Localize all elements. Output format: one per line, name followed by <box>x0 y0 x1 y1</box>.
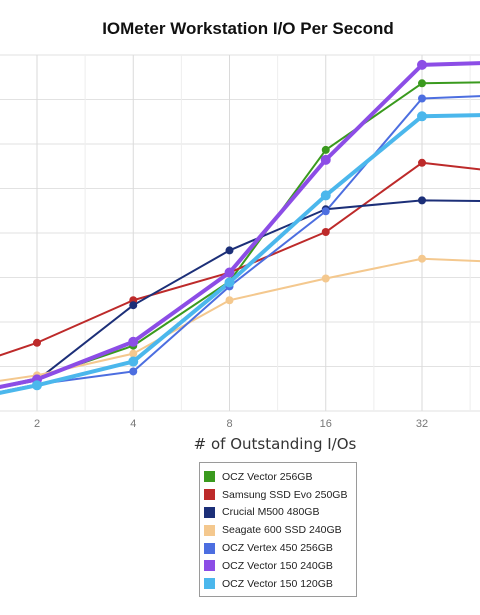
x-axis-tick-labels: 2 4 8 16 32 <box>34 418 428 430</box>
series-line <box>0 161 480 357</box>
data-point <box>418 94 426 103</box>
legend: OCZ Vector 256GB Samsung SSD Evo 250GB Cru… <box>199 462 357 597</box>
x-tick-label: 32 <box>416 418 428 430</box>
legend-item: Seagate 600 SSD 240GB <box>204 521 356 539</box>
data-point <box>129 301 138 310</box>
data-point <box>225 246 234 255</box>
legend-item: OCZ Vector 150 120GB <box>204 575 356 593</box>
series-line <box>0 61 480 390</box>
data-point <box>417 111 427 122</box>
legend-swatch <box>204 542 215 554</box>
x-axis-label: # of Outstanding I/Os <box>193 435 357 453</box>
data-point <box>418 158 426 167</box>
data-point <box>225 296 234 305</box>
data-point <box>321 145 330 154</box>
legend-swatch <box>204 524 215 536</box>
legend-item: Crucial M500 480GB <box>204 504 356 522</box>
data-point <box>418 196 426 205</box>
data-point <box>418 254 426 263</box>
legend-label: Seagate 600 SSD 240GB <box>222 524 342 537</box>
x-tick-label: 4 <box>130 418 136 430</box>
data-point <box>33 338 41 347</box>
series-points <box>32 59 427 391</box>
data-point <box>320 190 331 201</box>
data-point <box>417 59 427 70</box>
x-tick-label: 16 <box>320 418 332 430</box>
legend-swatch <box>204 578 215 590</box>
data-point <box>128 356 139 367</box>
data-point <box>321 207 330 216</box>
legend-swatch <box>204 506 215 518</box>
legend-label: OCZ Vertex 450 256GB <box>222 542 333 555</box>
data-point <box>321 228 330 237</box>
series-line <box>0 199 480 389</box>
legend-label: OCZ Vector 150 120GB <box>222 577 333 590</box>
data-point <box>320 154 331 165</box>
data-point <box>128 336 139 347</box>
data-point <box>224 277 235 288</box>
legend-label: Crucial M500 480GB <box>222 506 320 519</box>
data-point <box>418 79 426 88</box>
legend-item: OCZ Vector 150 240GB <box>204 557 356 575</box>
data-point <box>32 380 42 391</box>
grid-lines <box>0 54 480 412</box>
legend-item: Samsung SSD Evo 250GB <box>204 486 356 504</box>
chart-title: IOMeter Workstation I/O Per Second <box>102 19 394 38</box>
legend-label: OCZ Vector 256GB <box>222 470 313 483</box>
legend-swatch <box>204 489 215 501</box>
legend-swatch <box>204 471 215 483</box>
data-point <box>224 267 235 278</box>
legend-label: OCZ Vector 150 240GB <box>222 559 333 572</box>
legend-item: OCZ Vector 256GB <box>204 468 356 486</box>
legend-item: OCZ Vertex 450 256GB <box>204 539 356 557</box>
data-point <box>129 367 138 376</box>
x-tick-label: 2 <box>34 418 40 430</box>
data-point <box>321 274 330 283</box>
legend-swatch <box>204 560 215 572</box>
legend-label: Samsung SSD Evo 250GB <box>222 488 348 501</box>
series-line <box>0 95 480 393</box>
x-tick-label: 8 <box>226 418 232 430</box>
data-point <box>129 349 138 358</box>
